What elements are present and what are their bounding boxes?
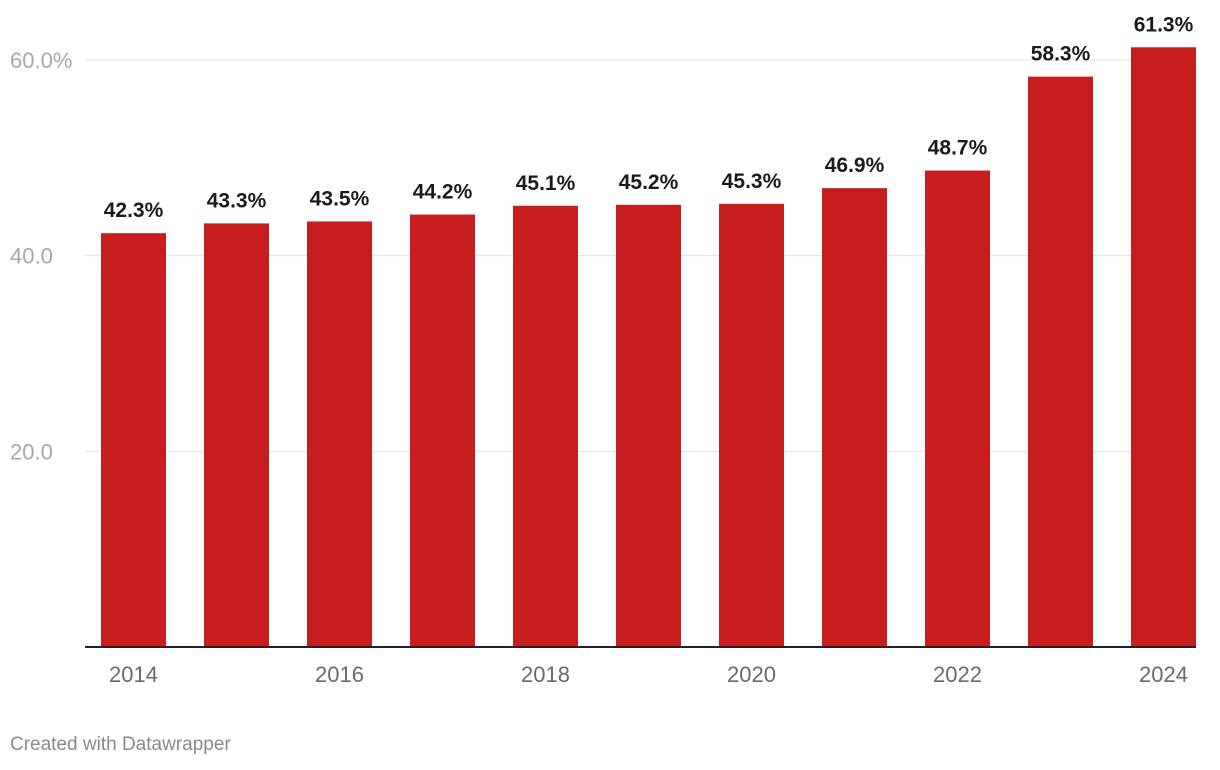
data-label: 58.3% xyxy=(1031,43,1091,66)
y-tick-label: 20.0 xyxy=(10,439,53,464)
x-tick-label: 2016 xyxy=(315,662,364,687)
bar xyxy=(1028,76,1093,648)
bar xyxy=(822,188,887,647)
data-label: 45.1% xyxy=(516,172,576,195)
bar xyxy=(1131,47,1196,647)
bar xyxy=(204,223,269,648)
y-tick-label: 40.0 xyxy=(10,244,53,269)
bar xyxy=(307,221,372,648)
data-labels: 42.3% 43.3% 43.5% 44.2% 45.1% 45.2% 45.3% 46.9%… xyxy=(104,13,1194,222)
x-tick-label: 2022 xyxy=(933,662,982,687)
bars xyxy=(101,47,1196,648)
data-label: 61.3% xyxy=(1134,13,1194,36)
data-label: 44.2% xyxy=(413,181,473,204)
bar xyxy=(719,203,784,647)
data-label: 46.9% xyxy=(825,154,885,177)
credit-text: Created with Datawrapper xyxy=(10,734,231,755)
bar xyxy=(513,205,578,647)
y-axis-tick-labels: 20.0 40.0 60.0% xyxy=(10,48,72,464)
data-label: 45.2% xyxy=(619,171,679,194)
bar xyxy=(616,204,681,647)
bar xyxy=(410,214,475,647)
x-tick-label: 2024 xyxy=(1139,662,1188,687)
bar xyxy=(925,170,990,647)
data-label: 45.3% xyxy=(722,170,782,193)
x-tick-label: 2020 xyxy=(727,662,776,687)
data-label: 43.3% xyxy=(207,189,267,212)
data-label: 48.7% xyxy=(928,137,988,160)
data-label: 43.5% xyxy=(310,187,370,210)
x-tick-label: 2014 xyxy=(109,662,158,687)
x-axis-tick-labels: 2014 2016 2018 2020 2022 2024 xyxy=(109,662,1188,687)
data-label: 42.3% xyxy=(104,199,164,222)
bar xyxy=(101,233,166,648)
x-tick-label: 2018 xyxy=(521,662,570,687)
y-tick-label: 60.0% xyxy=(10,48,72,73)
